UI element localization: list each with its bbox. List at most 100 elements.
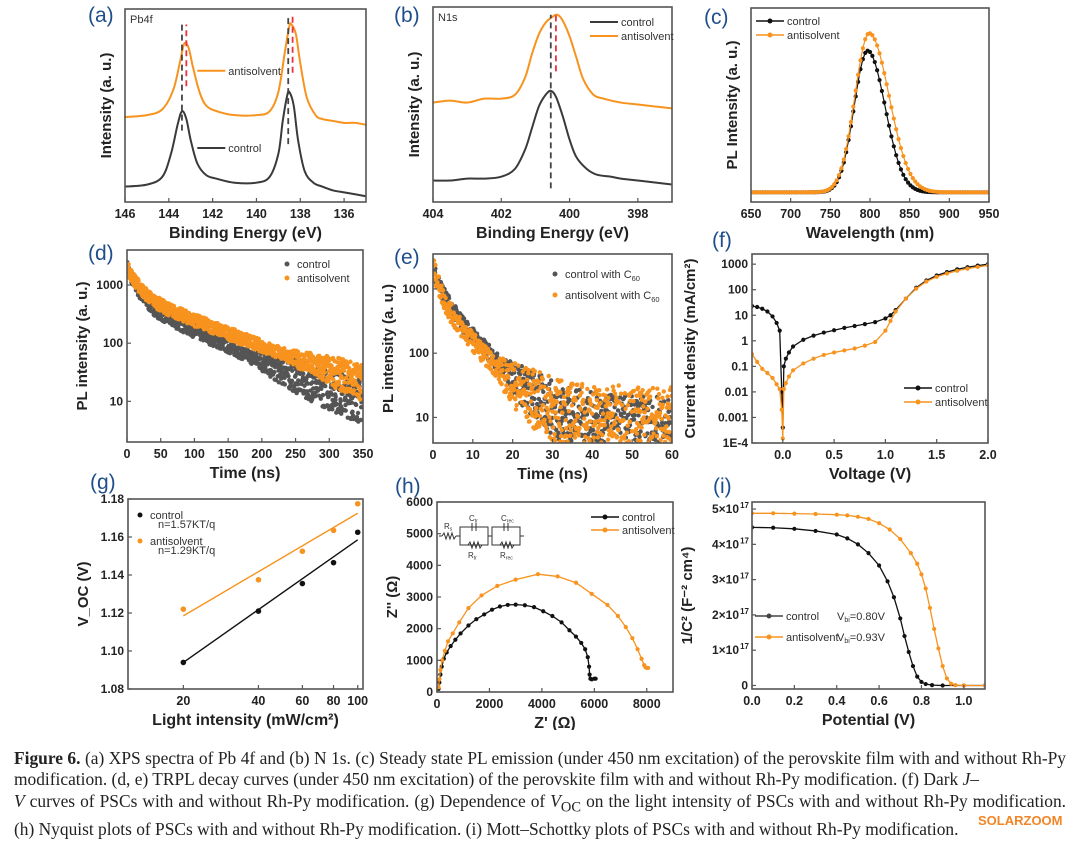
series-control-with-c60-point <box>547 381 552 387</box>
series-antisolvent-point <box>589 591 594 596</box>
series-control-point <box>453 637 458 642</box>
series-antisolvent-point <box>605 602 610 608</box>
series-antisolvent-point <box>513 577 518 582</box>
legend-antisolvent-label: antisolvent <box>228 66 281 78</box>
series-antisolvent-with-c60-point <box>660 402 665 407</box>
series-antisolvent-point <box>882 71 887 76</box>
series-antisolvent-with-c60-point <box>533 405 539 411</box>
series-antisolvent-with-c60-point <box>463 324 468 330</box>
panel-d: (d) 0 50 100 150 200 250 300 350 10 100 1000 Time (n… <box>74 242 373 482</box>
series-antisolvent-point <box>127 262 131 267</box>
series-antisolvent-point <box>442 648 447 653</box>
series-control-point <box>505 602 510 608</box>
series-antisolvent-with-c60-point <box>499 381 504 387</box>
y-tick-label: 1.12 <box>101 606 125 620</box>
y-axis-label: Current density (mA/cm²) <box>682 258 699 438</box>
series-antisolvent-with-c60-point <box>516 363 521 368</box>
series-antisolvent-with-c60-point <box>548 394 554 400</box>
series-antisolvent-with-c60-point <box>598 400 603 406</box>
x-tick-label: 80 <box>327 694 341 708</box>
legend-vbi-value: =0.80V <box>850 611 886 623</box>
y-tick-exponent: 17 <box>740 536 749 545</box>
series-antisolvent-with-c60-point <box>521 379 526 384</box>
series-control-point <box>940 683 945 688</box>
series-control-point <box>755 304 760 310</box>
series-antisolvent-with-c60-point <box>433 258 437 263</box>
series-antisolvent-point <box>770 375 775 381</box>
series-control-point <box>877 77 882 83</box>
series-antisolvent-point <box>905 166 911 172</box>
caption-text-3: on the light intensity of PSCs with and … <box>14 790 1066 839</box>
y-tick-exponent: 17 <box>740 501 749 510</box>
series-antisolvent-with-c60-point <box>497 356 503 361</box>
x-tick-label: 40 <box>585 448 599 462</box>
y-tick-label: 1.14 <box>101 568 125 582</box>
series-antisolvent-with-c60-point <box>597 388 602 393</box>
x-tick-label: 700 <box>780 207 801 221</box>
series-control-point <box>867 49 873 55</box>
series-control-point <box>522 603 527 608</box>
legend-control-marker <box>137 512 143 518</box>
series-antisolvent-with-c60-point <box>522 402 528 407</box>
series-antisolvent-with-c60-point <box>548 390 553 395</box>
series-antisolvent-with-c60-point <box>439 283 444 288</box>
legend-antisolvent-label: antisolvent <box>786 632 839 644</box>
x-tick-label: 1.0 <box>877 448 894 462</box>
series-control-with-c60-point <box>548 430 553 435</box>
panel-label-f: (f) <box>712 229 732 252</box>
legend-control-label: control <box>228 143 261 155</box>
y-tick-label: 0 <box>741 678 748 692</box>
series-control-point <box>282 382 288 387</box>
series-control-with-c60-point <box>583 406 588 411</box>
x-tick-label: 4000 <box>528 697 556 711</box>
y-tick-label: 1000 <box>402 282 429 296</box>
series-control-with-c60-point <box>659 420 665 426</box>
series-antisolvent-with-c60-point <box>526 367 531 373</box>
series-antisolvent-point <box>852 346 857 351</box>
series-antisolvent-with-c60-point <box>504 383 509 388</box>
x-tick-label: 300 <box>319 447 340 461</box>
series-control-point <box>902 633 907 639</box>
series-antisolvent-point <box>346 365 352 371</box>
series-antisolvent-with-c60-point <box>517 375 522 381</box>
x-tick-label: 2.0 <box>979 448 996 462</box>
legend-vbi-value: =0.93V <box>850 632 886 644</box>
series-antisolvent-point <box>845 513 850 518</box>
series-antisolvent-with-c60-point <box>579 390 584 395</box>
legend-subscript: 60 <box>651 295 659 304</box>
series-antisolvent-with-c60-point <box>612 419 617 425</box>
series-antisolvent-point <box>457 620 462 625</box>
series-antisolvent-with-c60-point <box>521 387 527 392</box>
series-antisolvent-with-c60-point <box>605 437 611 442</box>
y-tick-label: 1 <box>741 334 748 348</box>
x-tick-label: 400 <box>559 207 580 221</box>
series-antisolvent-point <box>927 605 933 610</box>
series-control-point <box>299 580 306 587</box>
series-antisolvent-point <box>479 593 484 598</box>
series-antisolvent-with-c60-point <box>629 428 635 434</box>
series-control-point <box>593 676 598 681</box>
circuit-label-subscript: tr <box>475 519 478 525</box>
series-control-point <box>358 404 363 410</box>
series-antisolvent-point <box>888 318 893 324</box>
series-antisolvent-point <box>630 636 635 641</box>
y-tick-label: 0.1 <box>731 359 748 373</box>
series-control-point <box>873 319 878 325</box>
x-axis-label: Voltage (V) <box>829 466 911 483</box>
series-antisolvent-with-c60-point <box>513 407 519 412</box>
series-antisolvent-point <box>535 572 541 577</box>
panel-label-a: (a) <box>88 4 114 27</box>
series-control-with-c60-point <box>536 396 542 402</box>
series-antisolvent-with-c60-point <box>600 433 605 438</box>
legend-control-marker <box>766 613 772 619</box>
series-antisolvent-with-c60-point <box>635 385 641 390</box>
y-tick-label: 0.01 <box>725 385 749 399</box>
series-antisolvent-with-c60-point <box>585 425 590 430</box>
series-antisolvent-point <box>326 378 331 384</box>
y-tick-label: 1.10 <box>101 644 125 658</box>
series-antisolvent-point <box>783 381 788 386</box>
series-antisolvent-with-c60-point <box>558 390 563 395</box>
series-antisolvent-point <box>879 60 885 65</box>
series-antisolvent-with-c60-point <box>490 354 496 359</box>
